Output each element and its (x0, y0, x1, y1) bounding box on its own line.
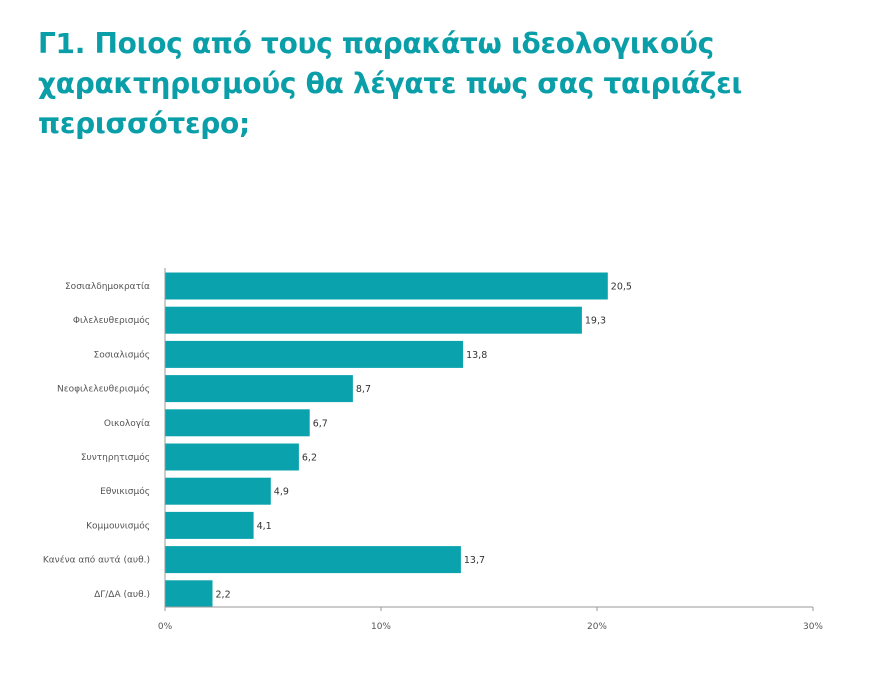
value-label: 20,5 (611, 282, 632, 293)
category-label: Νεοφιλελευθερισμός (57, 384, 150, 395)
bar (165, 511, 254, 539)
value-label: 13,8 (466, 350, 487, 361)
category-label: Κανένα από αυτά (αυθ.) (43, 555, 150, 566)
value-label: 19,3 (585, 316, 606, 327)
value-label: 8,7 (356, 384, 371, 395)
value-label: 6,7 (313, 418, 328, 429)
category-label: Εθνικισμός (100, 486, 150, 497)
bar (165, 443, 299, 471)
category-label: ΔΓ/ΔΑ (αυθ.) (94, 590, 150, 600)
bar (165, 580, 213, 608)
value-label: 6,2 (302, 453, 317, 464)
axes-group: 0% 10% 20% 30% (158, 268, 823, 632)
bars-group: Σοσιαλδημοκρατία 20,5 Φιλελευθερισμός 19,3 Σ… (43, 272, 632, 608)
x-tick-label: 30% (803, 622, 823, 632)
bar (165, 272, 608, 300)
x-tick-label: 20% (587, 622, 607, 632)
category-label: Φιλελευθερισμός (73, 315, 150, 326)
value-label: 4,1 (257, 521, 272, 532)
category-label: Σοσιαλδημοκρατία (65, 282, 150, 292)
bar (165, 340, 464, 368)
value-label: 4,9 (274, 487, 289, 498)
value-label: 13,7 (464, 555, 485, 566)
x-tick-label: 0% (158, 622, 173, 632)
x-tick-label: 10% (371, 622, 391, 632)
category-label: Συντηρητισμός (81, 452, 150, 463)
bar (165, 477, 271, 505)
chart-title: Γ1. Ποιος από τους παρακάτω ιδεολογικούς… (38, 27, 743, 140)
value-label: 2,2 (216, 589, 231, 600)
bar (165, 546, 461, 574)
category-label: Οικολογία (104, 419, 150, 429)
category-label: Κομμουνισμός (86, 520, 150, 531)
category-label: Σοσιαλισμός (94, 349, 150, 360)
bar (165, 306, 582, 334)
bar (165, 409, 310, 437)
bar (165, 375, 353, 403)
